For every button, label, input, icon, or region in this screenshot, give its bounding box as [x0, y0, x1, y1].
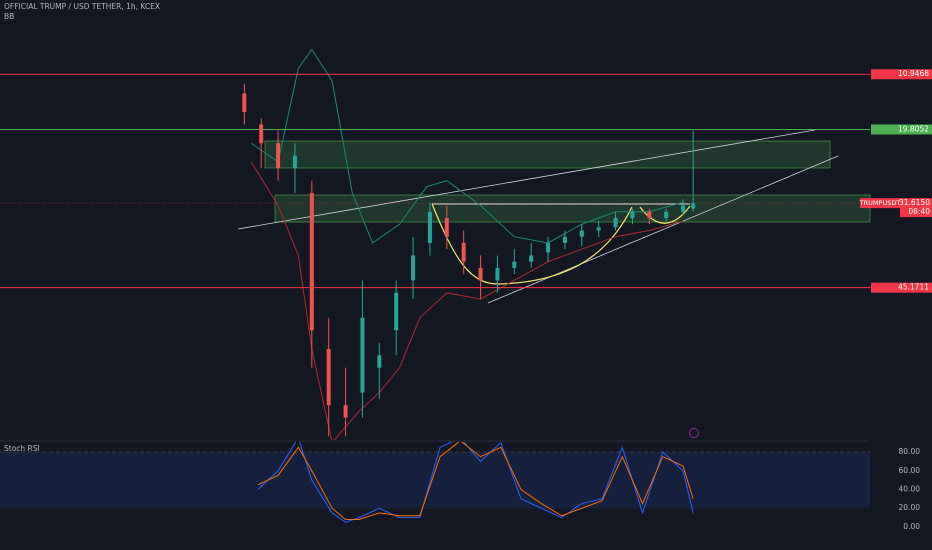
- y-tick-label: 80.00: [899, 447, 921, 456]
- symbol-label: TRUMPUSDT: [859, 199, 901, 207]
- candle-body: [377, 355, 382, 368]
- candle-body: [427, 211, 432, 243]
- candle-body: [512, 261, 517, 268]
- price-label: 31.6150: [899, 198, 930, 207]
- candle-body: [242, 93, 247, 112]
- zone: [274, 194, 871, 223]
- candle-body: [579, 230, 584, 237]
- candle-body: [343, 405, 348, 418]
- candle-body: [613, 218, 618, 228]
- candle-body: [292, 155, 297, 169]
- handle-curve: [639, 205, 691, 224]
- candle-body: [529, 255, 534, 262]
- trendline: [487, 155, 839, 304]
- stoch-band: [0, 452, 870, 509]
- candle-body: [691, 203, 696, 209]
- countdown-label: 08:40: [908, 207, 930, 216]
- candle-body: [326, 348, 331, 406]
- y-tick-label: 20.00: [899, 503, 921, 512]
- candle-body: [461, 242, 466, 262]
- candle-body: [444, 218, 449, 237]
- candle-body: [596, 227, 601, 231]
- y-tick-label: 60.00: [899, 466, 921, 475]
- symbol-box: [860, 198, 900, 209]
- candle-body: [411, 255, 416, 281]
- event-icon[interactable]: [689, 428, 699, 438]
- candle-body: [630, 211, 635, 219]
- level-label-box: [871, 124, 932, 135]
- candle-body: [562, 236, 567, 243]
- chart-title: OFFICIAL TRUMP / USD TETHER, 1h, KCEX: [4, 2, 160, 11]
- trendline: [237, 129, 816, 230]
- band-line: [250, 48, 684, 244]
- candle-body: [478, 267, 483, 281]
- indicator-label: BB: [4, 12, 14, 21]
- candle-body: [394, 292, 399, 331]
- candle-body: [276, 143, 281, 169]
- candle-body: [259, 124, 264, 144]
- candle-body: [546, 242, 551, 253]
- candle-body: [360, 317, 365, 393]
- stoch-line: [257, 442, 694, 523]
- level-label: 45.1711: [898, 283, 929, 292]
- candle-body: [309, 193, 314, 331]
- level-label-box: [871, 282, 932, 293]
- candle-body: [681, 205, 686, 212]
- level-label: 19.8052: [898, 124, 929, 133]
- candle-body: [647, 211, 652, 219]
- y-tick-label: 0.00: [903, 522, 920, 531]
- y-tick-label: 40.00: [899, 485, 921, 494]
- cup-curve: [431, 203, 633, 285]
- candle-body: [664, 211, 669, 219]
- band-line: [250, 161, 684, 440]
- indicator-label: Stoch RSI: [4, 444, 40, 453]
- zone: [264, 140, 831, 169]
- price-box: [900, 198, 932, 218]
- level-label-box: [871, 69, 932, 80]
- level-label: 10.9468: [898, 69, 929, 78]
- candle-body: [495, 267, 500, 281]
- stoch-line: [257, 442, 694, 520]
